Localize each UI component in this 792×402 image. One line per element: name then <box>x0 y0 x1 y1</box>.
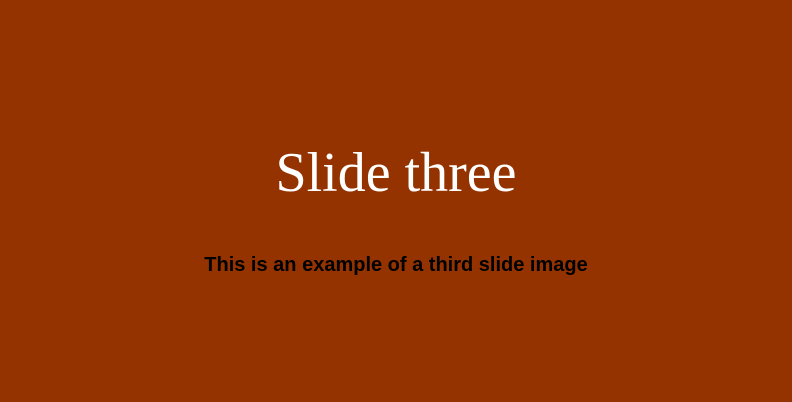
slide-title: Slide three <box>275 142 517 204</box>
slide-caption: This is an example of a third slide imag… <box>204 254 588 276</box>
